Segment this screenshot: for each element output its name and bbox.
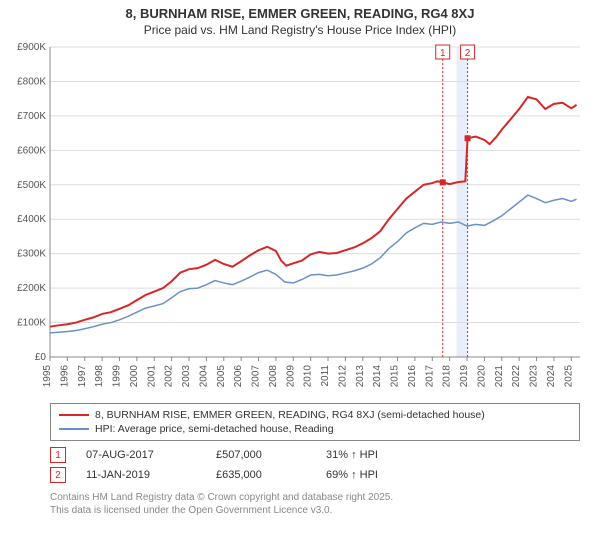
x-tick-label: 2023: [529, 365, 540, 388]
x-tick-label: 2002: [164, 365, 175, 388]
x-tick-label: 2009: [285, 365, 296, 388]
sale-date: 11-JAN-2019: [86, 469, 196, 481]
legend-row: HPI: Average price, semi-detached house,…: [59, 422, 571, 436]
legend-label: HPI: Average price, semi-detached house,…: [95, 423, 334, 435]
x-tick-label: 1997: [77, 365, 88, 388]
y-tick-label: £900K: [17, 42, 46, 53]
sale-row: 1 07-AUG-2017 £507,000 31% ↑ HPI: [50, 445, 580, 465]
series-red: [50, 97, 577, 327]
y-tick-label: £100K: [17, 318, 46, 329]
price-chart: £0 £100K £200K £300K £400K £500K £600K £700K £80…: [0, 37, 600, 397]
x-tick-label: 2022: [511, 365, 522, 388]
x-tick-label: 2010: [303, 365, 314, 388]
x-tick-label: 2004: [198, 365, 209, 388]
x-tick-label: 2017: [424, 365, 435, 388]
sale-date: 07-AUG-2017: [86, 449, 196, 461]
x-tick-label: 2021: [494, 365, 505, 388]
x-tick-label: 2003: [181, 365, 192, 388]
footer-line-1: Contains HM Land Registry data © Crown c…: [50, 491, 580, 504]
x-tick-label: 2014: [372, 365, 383, 388]
x-tick-label: 2011: [320, 365, 331, 387]
y-tick-label: £600K: [17, 145, 46, 156]
sale-point-marker: [465, 135, 471, 141]
x-tick-label: 1996: [59, 365, 70, 388]
x-tick-label: 2015: [390, 365, 401, 388]
legend: 8, BURNHAM RISE, EMMER GREEN, READING, R…: [50, 403, 580, 441]
x-tick-label: 2016: [407, 365, 418, 388]
sale-delta: 69% ↑ HPI: [326, 469, 378, 481]
sales-table: 1 07-AUG-2017 £507,000 31% ↑ HPI 2 11-JAN-201…: [50, 445, 580, 485]
x-tick-label: 2024: [546, 365, 557, 388]
sale-marker-num: 1: [440, 48, 446, 59]
x-tick-label: 2007: [251, 365, 262, 388]
x-tick-label: 2008: [268, 365, 279, 388]
legend-label: 8, BURNHAM RISE, EMMER GREEN, READING, R…: [95, 409, 485, 421]
y-tick-label: £800K: [17, 76, 46, 87]
sale-marker: 2: [50, 467, 66, 483]
highlight-band: [457, 47, 468, 357]
x-tick-label: 2012: [337, 365, 348, 388]
title-sub: Price paid vs. HM Land Registry's House …: [0, 23, 600, 37]
footer-line-2: This data is licensed under the Open Gov…: [50, 504, 580, 517]
x-tick-label: 1998: [94, 365, 105, 388]
x-tick-label: 2005: [216, 365, 227, 388]
y-tick-label: £0: [35, 352, 47, 363]
y-tick-label: £200K: [17, 283, 46, 294]
series-blue: [50, 195, 577, 333]
x-tick-label: 2000: [129, 365, 140, 388]
y-tick-label: £300K: [17, 249, 46, 260]
sale-delta: 31% ↑ HPI: [326, 449, 378, 461]
x-tick-label: 2013: [355, 365, 366, 388]
x-tick-label: 2025: [563, 365, 574, 388]
y-tick-label: £500K: [17, 180, 46, 191]
legend-row: 8, BURNHAM RISE, EMMER GREEN, READING, R…: [59, 408, 571, 422]
x-tick-label: 2019: [459, 365, 470, 388]
x-tick-label: 1995: [42, 365, 53, 388]
x-tick-label: 2001: [146, 365, 157, 388]
sale-price: £635,000: [216, 469, 306, 481]
x-tick-label: 2006: [233, 365, 244, 388]
title-main: 8, BURNHAM RISE, EMMER GREEN, READING, R…: [0, 6, 600, 21]
x-tick-label: 2020: [476, 365, 487, 388]
sale-price: £507,000: [216, 449, 306, 461]
sale-marker: 1: [50, 447, 66, 463]
y-tick-label: £700K: [17, 111, 46, 122]
chart-titles: 8, BURNHAM RISE, EMMER GREEN, READING, R…: [0, 0, 600, 37]
sale-row: 2 11-JAN-2019 £635,000 69% ↑ HPI: [50, 465, 580, 485]
y-tick-label: £400K: [17, 214, 46, 225]
sale-point-marker: [440, 179, 446, 185]
legend-swatch: [59, 414, 89, 416]
legend-swatch: [59, 428, 89, 430]
x-tick-label: 2018: [442, 365, 453, 388]
chart-area: £0 £100K £200K £300K £400K £500K £600K £700K £80…: [0, 37, 600, 397]
sale-marker-num: 2: [465, 48, 471, 59]
x-tick-label: 1999: [112, 365, 123, 388]
attribution: Contains HM Land Registry data © Crown c…: [50, 491, 580, 517]
